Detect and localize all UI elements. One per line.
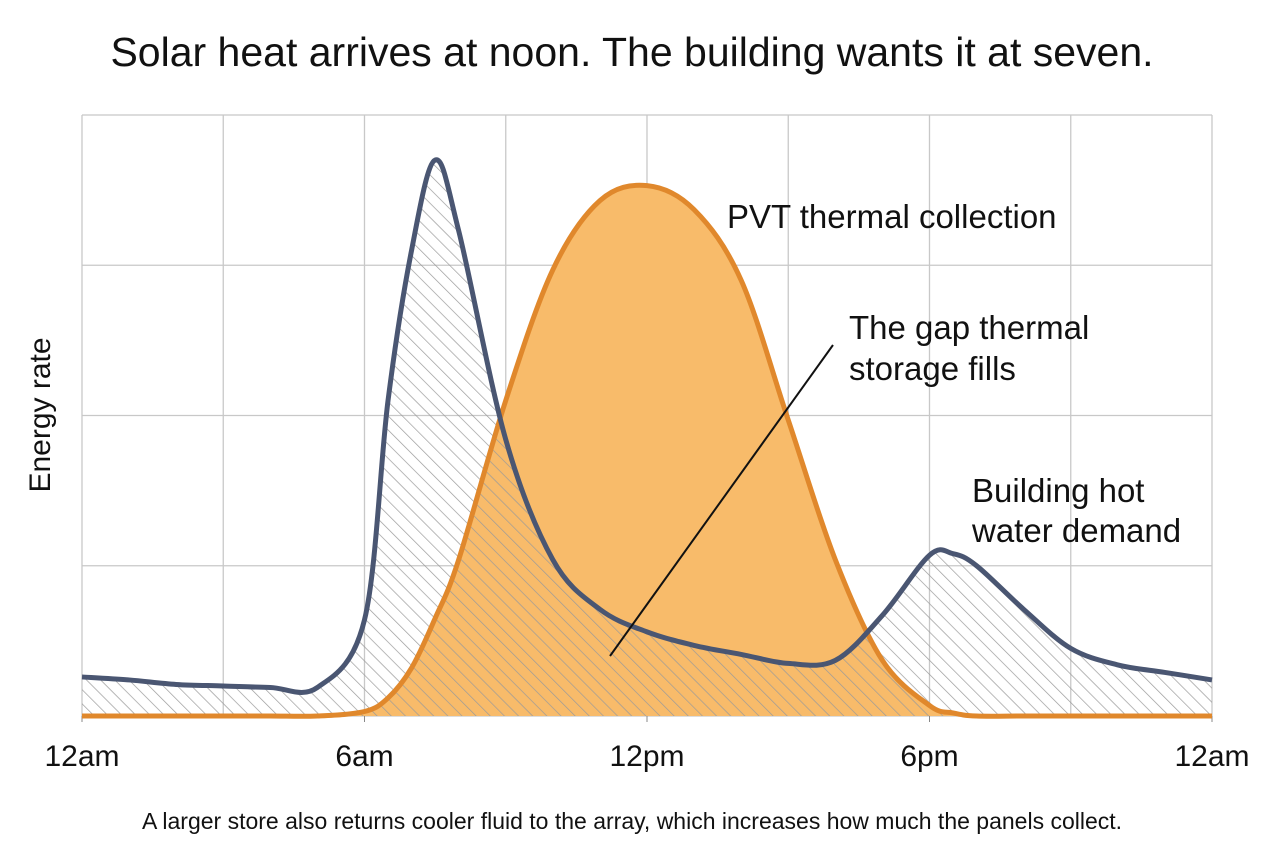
annotation: storage fills [849, 350, 1016, 387]
series-label: Building hot water demand [971, 472, 1181, 549]
grid: 12am 6am 12pm 6pm 12am [44, 114, 1250, 773]
chart-title: Solar heat arrives at noon. The building… [110, 29, 1153, 75]
x-tick-label: 12am [44, 740, 119, 773]
x-tick-label: 6pm [900, 740, 958, 773]
caption: A larger store also returns cooler fluid… [142, 808, 1122, 834]
plot-area: PVT thermal collection Building hot water … [81, 157, 1213, 719]
area-fill [82, 159, 1212, 716]
series-label: PVT thermal collection [727, 198, 1057, 235]
annotation: The gap thermal [849, 309, 1089, 346]
series-line [82, 182, 1212, 719]
x-tick-label: 12pm [609, 740, 684, 773]
annotation-pointer [609, 344, 834, 657]
x-tick-label: 12am [1174, 740, 1249, 773]
x-tick-label: 6am [335, 740, 393, 773]
series-line [81, 157, 1213, 695]
y-axis-label: Energy rate [24, 337, 57, 492]
area-fill [82, 185, 1212, 717]
